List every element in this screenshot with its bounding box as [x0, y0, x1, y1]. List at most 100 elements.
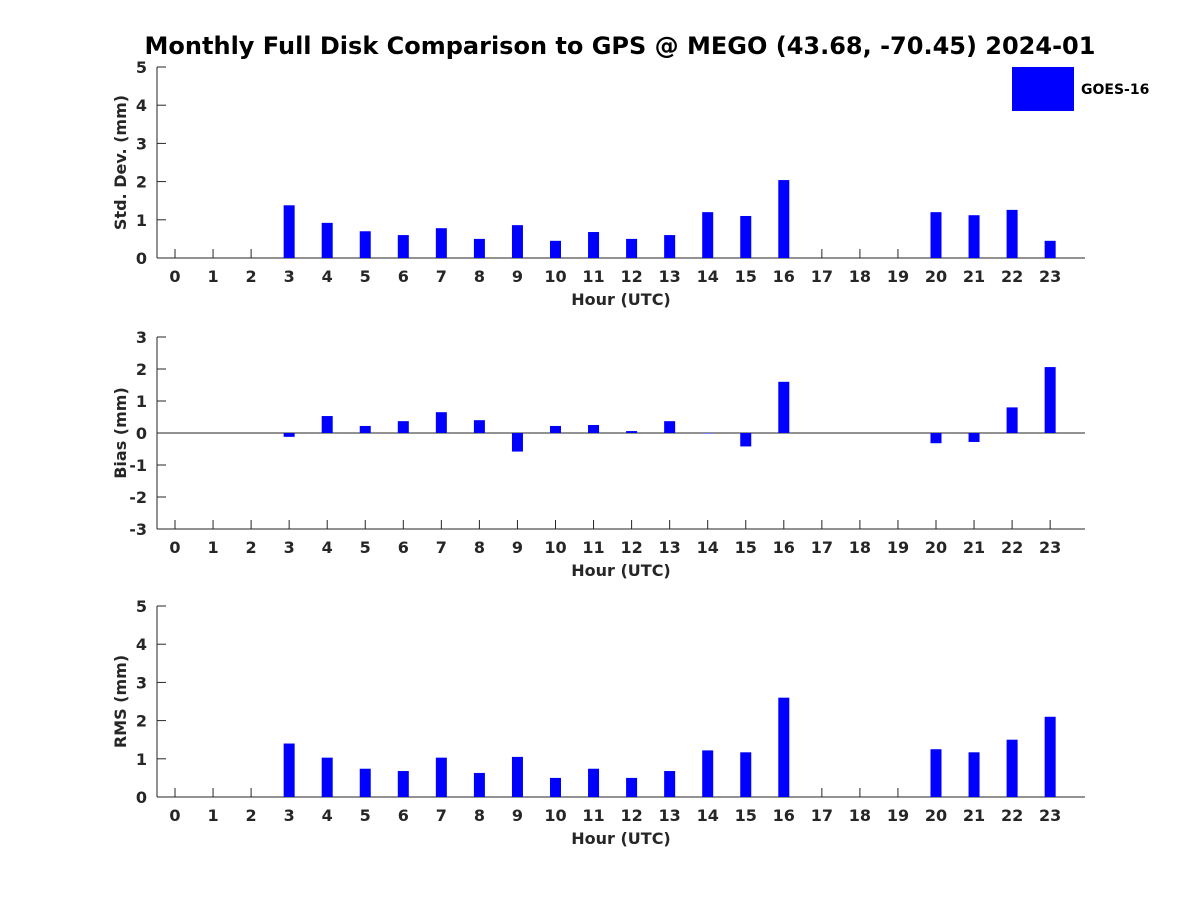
x-tick-label: 3: [284, 267, 295, 286]
x-tick-label: 17: [811, 538, 833, 557]
x-tick-label: 2: [246, 538, 257, 557]
x-tick-label: 6: [398, 267, 409, 286]
bar-hour-21: [968, 752, 980, 797]
x-tick-label: 6: [398, 806, 409, 825]
y-tick-label: 4: [136, 635, 147, 654]
bar-hour-22: [1006, 739, 1018, 797]
x-tick-label: 0: [169, 538, 180, 557]
x-tick-label: 5: [360, 267, 371, 286]
y-tick-label: -1: [129, 456, 147, 475]
x-tick-label: 7: [436, 538, 447, 557]
bar-hour-11: [588, 768, 600, 797]
x-tick-label: 8: [474, 538, 485, 557]
x-axis-label: Hour (UTC): [571, 561, 671, 580]
x-tick-label: 0: [169, 806, 180, 825]
x-axis-label: Hour (UTC): [571, 829, 671, 848]
x-tick-label: 11: [582, 538, 604, 557]
bar-hour-16: [778, 381, 790, 433]
chart-title: Monthly Full Disk Comparison to GPS @ ME…: [145, 32, 1096, 60]
bar-hour-8: [473, 420, 485, 433]
bar-hour-6: [397, 771, 409, 797]
x-tick-label: 0: [169, 267, 180, 286]
x-tick-label: 10: [544, 267, 566, 286]
bar-hour-10: [550, 777, 561, 797]
bar-hour-10: [550, 425, 561, 433]
y-axis-label: Bias (mm): [111, 387, 130, 479]
bar-hour-14: [702, 212, 714, 258]
legend-label: GOES-16: [1081, 82, 1149, 98]
x-tick-label: 23: [1039, 806, 1061, 825]
y-tick-label: 3: [136, 134, 147, 153]
bar-hour-5: [359, 768, 371, 797]
bar-hour-16: [778, 180, 790, 258]
bar-hour-23: [1044, 716, 1056, 797]
y-tick-label: 1: [136, 750, 147, 769]
bar-hour-4: [321, 757, 333, 797]
y-tick-label: 2: [136, 173, 147, 192]
x-tick-label: 14: [697, 538, 719, 557]
bar-hour-10: [550, 240, 561, 258]
y-tick-label: 5: [136, 597, 147, 616]
x-tick-label: 7: [436, 267, 447, 286]
x-tick-label: 8: [474, 806, 485, 825]
bar-hour-21: [968, 215, 980, 258]
x-tick-label: 4: [322, 806, 333, 825]
bar-hour-23: [1044, 240, 1056, 258]
bar-hour-20: [930, 433, 942, 444]
x-tick-label: 5: [360, 538, 371, 557]
y-tick-label: 4: [136, 96, 147, 115]
x-tick-label: 22: [1001, 538, 1023, 557]
x-tick-label: 21: [963, 806, 985, 825]
bar-hour-12: [626, 777, 638, 797]
x-tick-label: 9: [512, 538, 523, 557]
x-tick-label: 18: [849, 267, 871, 286]
y-tick-label: 3: [136, 673, 147, 692]
bar-hour-13: [664, 235, 676, 258]
x-tick-label: 22: [1001, 267, 1023, 286]
bar-hour-3: [283, 433, 295, 437]
bar-hour-5: [359, 425, 371, 433]
x-tick-label: 2: [246, 267, 257, 286]
bar-hour-3: [283, 205, 295, 258]
bar-hour-20: [930, 749, 942, 797]
bar-hour-5: [359, 231, 371, 258]
bar-hour-7: [435, 228, 447, 258]
x-tick-label: 16: [773, 538, 795, 557]
bar-hour-3: [283, 743, 295, 797]
x-tick-label: 5: [360, 806, 371, 825]
bar-hour-15: [740, 215, 752, 258]
bar-hour-15: [740, 752, 752, 797]
x-tick-label: 15: [735, 267, 757, 286]
bar-hour-14: [702, 750, 714, 797]
y-tick-label: 0: [136, 249, 147, 268]
x-tick-label: 1: [207, 806, 218, 825]
x-tick-label: 20: [925, 806, 947, 825]
x-tick-label: 18: [849, 538, 871, 557]
x-tick-label: 17: [811, 267, 833, 286]
x-tick-label: 9: [512, 267, 523, 286]
y-tick-label: 0: [136, 788, 147, 807]
y-axis-label: Std. Dev. (mm): [111, 95, 130, 230]
x-tick-label: 9: [512, 806, 523, 825]
x-tick-label: 8: [474, 267, 485, 286]
y-tick-label: 1: [136, 392, 147, 411]
bar-hour-8: [473, 238, 485, 258]
bar-hour-11: [588, 425, 600, 433]
bar-hour-22: [1006, 209, 1018, 258]
x-tick-label: 15: [735, 806, 757, 825]
x-tick-label: 16: [773, 806, 795, 825]
x-tick-label: 12: [620, 267, 642, 286]
bar-hour-13: [664, 421, 676, 433]
x-tick-label: 14: [697, 806, 719, 825]
bar-hour-7: [435, 412, 447, 433]
x-tick-label: 22: [1001, 806, 1023, 825]
bar-hour-20: [930, 212, 942, 258]
bar-hour-8: [473, 772, 485, 797]
y-axis-label: RMS (mm): [111, 655, 130, 748]
y-tick-label: 5: [136, 58, 147, 77]
x-tick-label: 18: [849, 806, 871, 825]
bar-hour-11: [588, 232, 600, 258]
x-tick-label: 16: [773, 267, 795, 286]
bar-hour-15: [740, 433, 752, 447]
